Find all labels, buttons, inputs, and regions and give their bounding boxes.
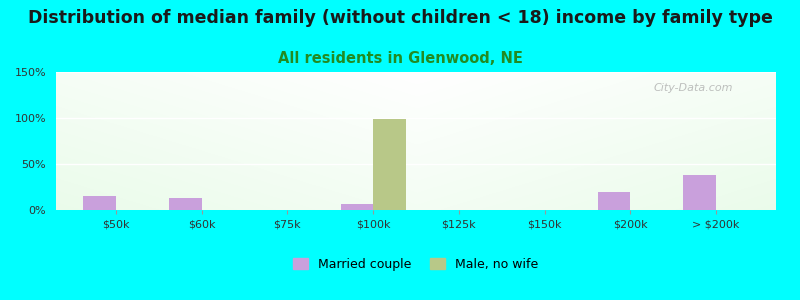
Bar: [683, 175, 716, 210]
Text: Distribution of median family (without children < 18) income by family type: Distribution of median family (without c…: [27, 9, 773, 27]
Legend: Married couple, Male, no wife: Married couple, Male, no wife: [288, 253, 544, 275]
Bar: [373, 119, 406, 210]
Bar: [341, 204, 373, 210]
Text: City-Data.com: City-Data.com: [654, 83, 733, 93]
Bar: [83, 196, 116, 210]
Bar: [598, 192, 630, 210]
Bar: [169, 198, 202, 210]
Text: All residents in Glenwood, NE: All residents in Glenwood, NE: [278, 51, 522, 66]
